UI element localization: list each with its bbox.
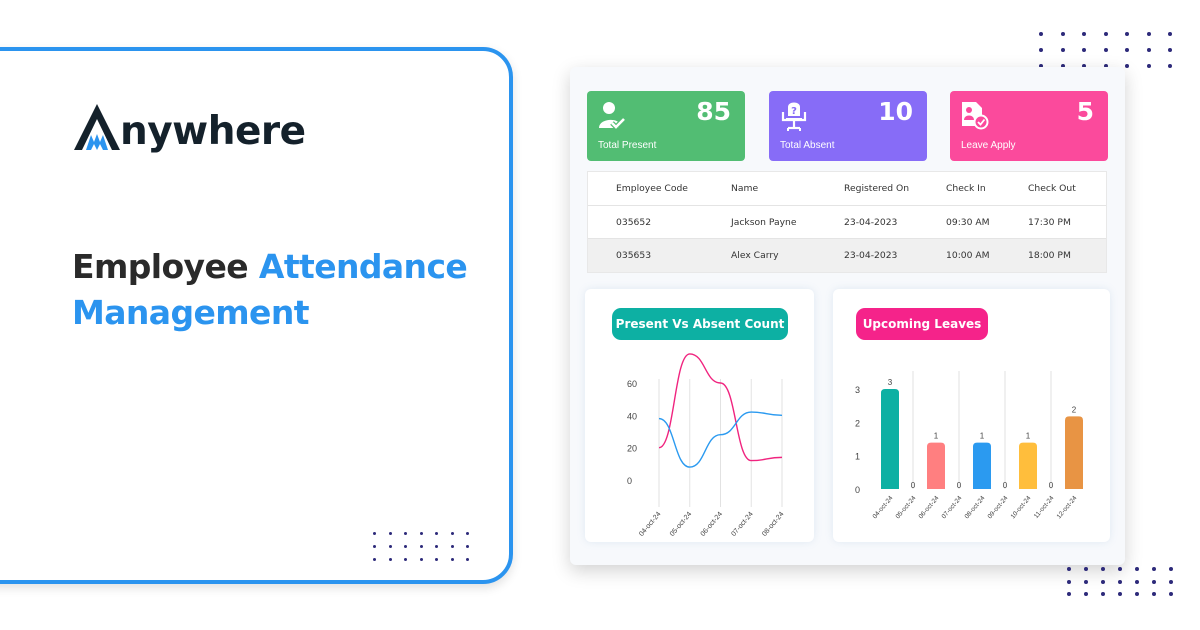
svg-text:1: 1 bbox=[855, 452, 860, 462]
svg-text:?: ? bbox=[791, 106, 797, 117]
svg-text:04-oct-24: 04-oct-24 bbox=[872, 494, 895, 520]
decorative-dots-left bbox=[373, 532, 470, 561]
title-part-accent: Attendance bbox=[258, 247, 468, 286]
cell-check-in: 09:30 AM bbox=[946, 216, 990, 228]
cell-name: Alex Carry bbox=[731, 250, 779, 261]
title-part-dark: Employee bbox=[72, 247, 259, 286]
svg-text:0: 0 bbox=[855, 485, 860, 495]
svg-text:60: 60 bbox=[627, 379, 637, 389]
svg-text:12-oct-24: 12-oct-24 bbox=[1056, 494, 1079, 520]
svg-text:0: 0 bbox=[911, 481, 916, 490]
document-check-icon bbox=[960, 100, 990, 135]
stat-label: Leave Apply bbox=[961, 140, 1016, 151]
svg-text:05-oct-24: 05-oct-24 bbox=[669, 511, 693, 538]
logo-text: nywhere bbox=[120, 109, 306, 154]
svg-text:11-oct-24: 11-oct-24 bbox=[1033, 494, 1056, 519]
line-chart-plot: 0 20 40 60 04-oct-24 05-oct-24 06-oct-24 07-oct… bbox=[627, 353, 786, 538]
decorative-dots-bottom-right bbox=[1067, 567, 1174, 596]
dashboard-panel: 85 Total Present ? 10 Total Absent bbox=[570, 67, 1125, 565]
stat-card-leave-apply[interactable]: 5 Leave Apply bbox=[950, 91, 1108, 161]
table-row[interactable]: 035652 Jackson Payne 23-04-2023 09:30 AM… bbox=[588, 206, 1106, 239]
stat-card-total-absent[interactable]: ? 10 Total Absent bbox=[769, 91, 927, 161]
svg-text:1: 1 bbox=[980, 432, 985, 441]
svg-text:06-oct-24: 06-oct-24 bbox=[700, 511, 724, 538]
table-header-row: Employee Code Name Registered On Check I… bbox=[588, 172, 1106, 206]
chart-title: Upcoming Leaves bbox=[856, 308, 988, 340]
column-header-employee-code[interactable]: Employee Code bbox=[616, 183, 688, 194]
svg-text:1: 1 bbox=[1026, 432, 1031, 441]
stat-value: 85 bbox=[696, 97, 731, 126]
chart-title: Present Vs Absent Count bbox=[612, 308, 788, 340]
table-row[interactable]: 035653 Alex Carry 23-04-2023 10:00 AM 18… bbox=[588, 239, 1106, 272]
title-part-accent-2: Management bbox=[72, 293, 310, 332]
svg-text:0: 0 bbox=[627, 476, 632, 486]
svg-text:05-oct-24: 05-oct-24 bbox=[895, 494, 918, 520]
svg-text:0: 0 bbox=[1049, 481, 1054, 490]
column-header-registered-on[interactable]: Registered On bbox=[844, 183, 910, 194]
column-header-check-out[interactable]: Check Out bbox=[1028, 183, 1076, 194]
cell-employee-code: 035652 bbox=[616, 216, 652, 228]
svg-text:3: 3 bbox=[855, 385, 860, 395]
stat-value: 10 bbox=[878, 97, 913, 126]
svg-text:1: 1 bbox=[934, 432, 939, 441]
stat-label: Total Present bbox=[598, 140, 657, 151]
cell-registered-on: 23-04-2023 bbox=[844, 216, 898, 228]
logo-a-mountain-icon bbox=[74, 104, 120, 150]
svg-text:2: 2 bbox=[1072, 405, 1077, 414]
stat-label: Total Absent bbox=[780, 140, 835, 151]
cell-check-out: 18:00 PM bbox=[1028, 250, 1071, 261]
column-header-name[interactable]: Name bbox=[731, 183, 759, 194]
stat-card-total-present[interactable]: 85 Total Present bbox=[587, 91, 745, 161]
svg-text:10-oct-24: 10-oct-24 bbox=[1010, 494, 1033, 520]
attendance-table: Employee Code Name Registered On Check I… bbox=[587, 171, 1107, 273]
svg-text:04-oct-24: 04-oct-24 bbox=[638, 511, 662, 538]
cell-employee-code: 035653 bbox=[616, 250, 652, 261]
column-header-check-in[interactable]: Check In bbox=[946, 183, 986, 194]
svg-text:0: 0 bbox=[957, 481, 962, 490]
cell-check-in: 10:00 AM bbox=[946, 250, 990, 261]
cell-name: Jackson Payne bbox=[731, 216, 797, 228]
stat-value: 5 bbox=[1076, 97, 1094, 126]
anywhere-logo: nywhere bbox=[72, 100, 306, 152]
svg-text:0: 0 bbox=[1003, 481, 1008, 490]
svg-text:08-oct-24: 08-oct-24 bbox=[964, 494, 987, 520]
decorative-dots-top-right bbox=[1039, 32, 1173, 68]
svg-text:07-oct-24: 07-oct-24 bbox=[941, 494, 964, 520]
user-check-icon bbox=[597, 100, 627, 135]
empty-chair-question-icon: ? bbox=[779, 100, 809, 137]
cell-check-out: 17:30 PM bbox=[1028, 216, 1071, 228]
svg-text:3: 3 bbox=[888, 378, 893, 387]
svg-text:09-oct-24: 09-oct-24 bbox=[987, 494, 1010, 520]
svg-text:06-oct-24: 06-oct-24 bbox=[918, 494, 941, 520]
svg-text:40: 40 bbox=[627, 411, 637, 421]
present-vs-absent-chart: 0 20 40 60 04-oct-24 05-oct-24 06-oct-24 07-oct… bbox=[585, 289, 814, 542]
svg-text:20: 20 bbox=[627, 444, 637, 454]
svg-text:07-oct-24: 07-oct-24 bbox=[730, 511, 754, 538]
cell-registered-on: 23-04-2023 bbox=[844, 250, 898, 261]
svg-text:08-oct-24: 08-oct-24 bbox=[761, 511, 785, 538]
svg-text:2: 2 bbox=[855, 418, 860, 428]
upcoming-leaves-chart: 0 1 2 3 3 04-oct-24 0 05-oct-24 1 06-oct-24 0 07-oc… bbox=[833, 289, 1110, 542]
bar-chart-plot: 0123304-oct-24005-oct-24106-oct-24007-oc… bbox=[855, 371, 1083, 520]
page-title: Employee Attendance Management bbox=[72, 244, 468, 336]
